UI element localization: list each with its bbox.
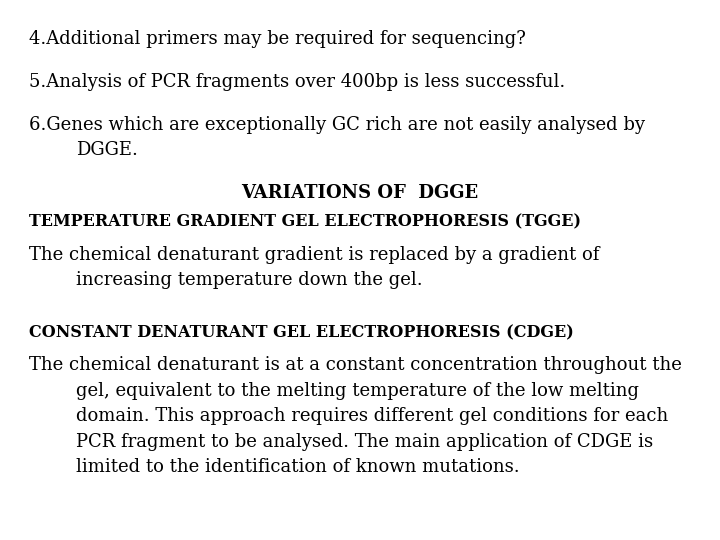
Text: The chemical denaturant gradient is replaced by a gradient of: The chemical denaturant gradient is repl… xyxy=(29,246,599,264)
Text: gel, equivalent to the melting temperature of the low melting: gel, equivalent to the melting temperatu… xyxy=(76,382,639,400)
Text: domain. This approach requires different gel conditions for each: domain. This approach requires different… xyxy=(76,407,668,425)
Text: increasing temperature down the gel.: increasing temperature down the gel. xyxy=(76,271,422,289)
Text: CONSTANT DENATURANT GEL ELECTROPHORESIS (CDGE): CONSTANT DENATURANT GEL ELECTROPHORESIS … xyxy=(29,324,574,341)
Text: The chemical denaturant is at a constant concentration throughout the: The chemical denaturant is at a constant… xyxy=(29,356,682,374)
Text: TEMPERATURE GRADIENT GEL ELECTROPHORESIS (TGGE): TEMPERATURE GRADIENT GEL ELECTROPHORESIS… xyxy=(29,213,581,230)
Text: 5.Analysis of PCR fragments over 400bp is less successful.: 5.Analysis of PCR fragments over 400bp i… xyxy=(29,73,565,91)
Text: limited to the identification of known mutations.: limited to the identification of known m… xyxy=(76,458,519,476)
Text: VARIATIONS OF  DGGE: VARIATIONS OF DGGE xyxy=(241,184,479,201)
Text: DGGE.: DGGE. xyxy=(76,141,138,159)
Text: PCR fragment to be analysed. The main application of CDGE is: PCR fragment to be analysed. The main ap… xyxy=(76,433,653,450)
Text: 4.Additional primers may be required for sequencing?: 4.Additional primers may be required for… xyxy=(29,30,526,48)
Text: 6.Genes which are exceptionally GC rich are not easily analysed by: 6.Genes which are exceptionally GC rich … xyxy=(29,116,645,134)
